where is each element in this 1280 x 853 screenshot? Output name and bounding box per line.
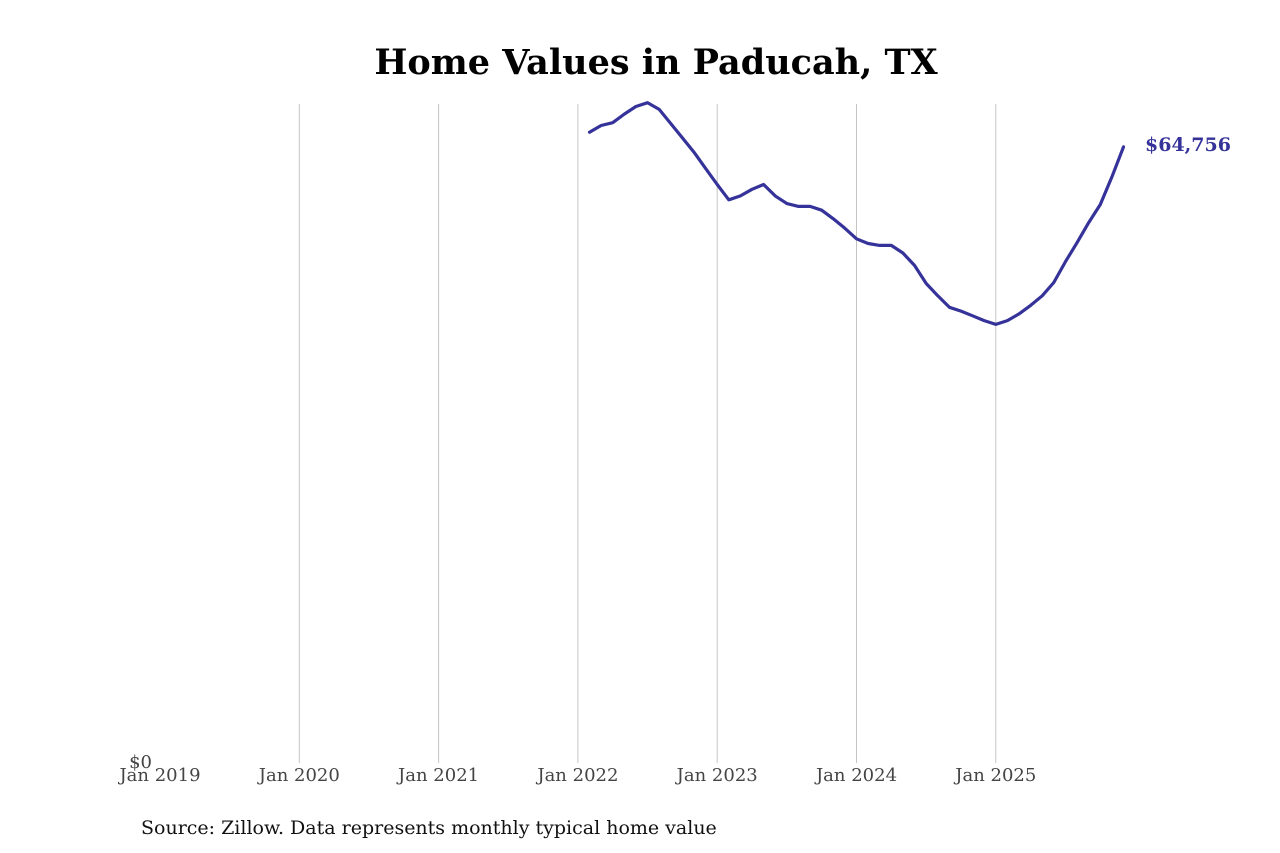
y-tick-label-0: $0 [129,752,152,773]
chart-title: Home Values in Paducah, TX [374,42,938,83]
gridlines [298,104,997,763]
x-tick-label-3: Jan 2022 [535,765,618,786]
x-tick-label-1: Jan 2020 [257,765,340,786]
x-tick-label-2: Jan 2021 [396,765,479,786]
x-tick-label-0: Jan 2019 [117,765,200,786]
end-value-label: $64,756 [1145,134,1231,156]
series-line [587,101,1126,326]
x-axis-ticks: Jan 2019 Jan 2020 Jan 2021 Jan 2022 Jan 2023… [117,765,1036,786]
x-tick-label-4: Jan 2023 [675,765,758,786]
x-tick-label-5: Jan 2024 [814,765,897,786]
x-tick-label-6: Jan 2025 [953,765,1036,786]
source-note: Source: Zillow. Data represents monthly … [141,817,717,839]
